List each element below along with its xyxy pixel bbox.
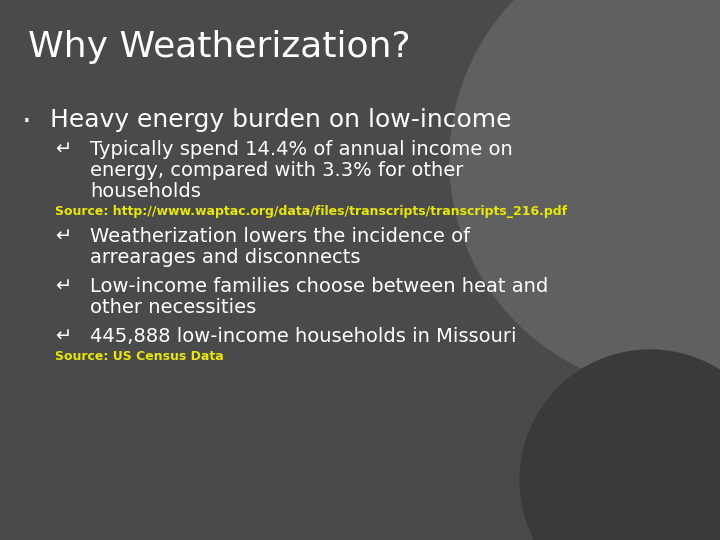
- Text: energy, compared with 3.3% for other: energy, compared with 3.3% for other: [90, 161, 464, 180]
- Text: ↵: ↵: [55, 327, 71, 346]
- Text: 445,888 low-income households in Missouri: 445,888 low-income households in Missour…: [90, 327, 516, 346]
- Text: other necessities: other necessities: [90, 298, 256, 317]
- Text: ↵: ↵: [55, 277, 71, 296]
- Circle shape: [520, 350, 720, 540]
- Text: Source: http://www.waptac.org/data/files/transcripts/transcripts_216.pdf: Source: http://www.waptac.org/data/files…: [55, 205, 567, 218]
- Text: arrearages and disconnects: arrearages and disconnects: [90, 248, 361, 267]
- Text: Low-income families choose between heat and: Low-income families choose between heat …: [90, 277, 548, 296]
- Text: Why Weatherization?: Why Weatherization?: [28, 30, 410, 64]
- Text: ↵: ↵: [55, 227, 71, 246]
- Text: Source: US Census Data: Source: US Census Data: [55, 350, 224, 363]
- Text: ↵: ↵: [55, 140, 71, 159]
- Text: Typically spend 14.4% of annual income on: Typically spend 14.4% of annual income o…: [90, 140, 513, 159]
- Text: ·: ·: [22, 108, 32, 137]
- Text: Heavy energy burden on low-income: Heavy energy burden on low-income: [50, 108, 511, 132]
- Text: Weatherization lowers the incidence of: Weatherization lowers the incidence of: [90, 227, 470, 246]
- Text: households: households: [90, 182, 201, 201]
- Circle shape: [450, 0, 720, 390]
